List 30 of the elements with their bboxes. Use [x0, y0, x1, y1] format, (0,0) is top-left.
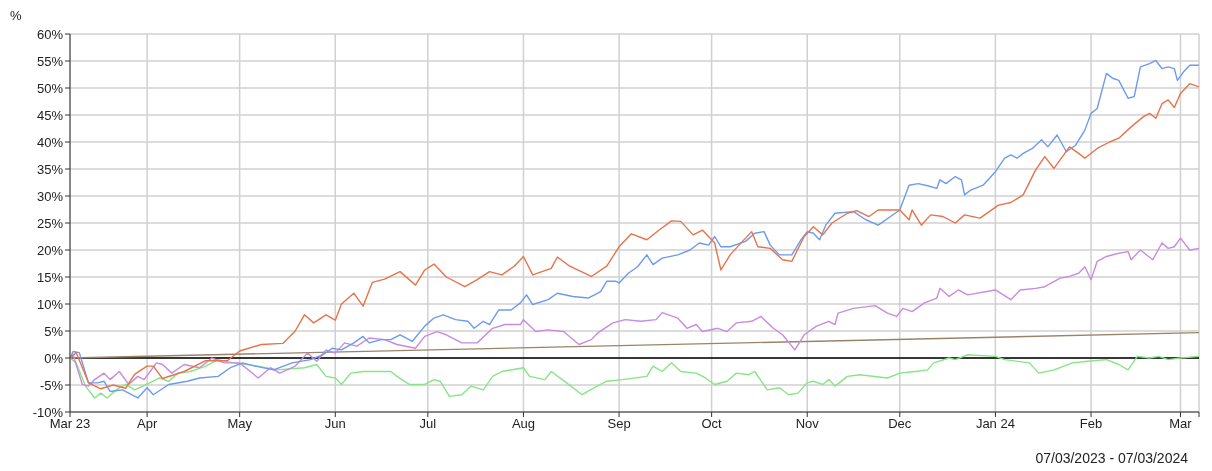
y-tick-label: 10% [36, 296, 64, 312]
y-tick-label: -5% [39, 377, 64, 393]
x-tick-label: Aug [511, 416, 536, 432]
x-tick-label: Apr [137, 416, 158, 432]
y-axis-title: % [10, 8, 22, 23]
x-tick-label: Mar [1169, 416, 1193, 432]
y-tick-label: 40% [36, 134, 64, 150]
line-series [70, 237, 1199, 387]
line-series [70, 354, 1199, 399]
y-tick-label: 30% [36, 188, 64, 204]
y-tick-label: 50% [36, 80, 64, 96]
y-tick-label: 15% [36, 269, 64, 285]
x-tick-label: Jun [324, 416, 346, 432]
y-tick-label: 45% [36, 107, 64, 123]
x-tick-label: Jul [419, 416, 437, 432]
y-tick-label: 0% [44, 350, 64, 366]
y-tick-label: 25% [36, 215, 64, 231]
x-tick-label: Oct [701, 416, 723, 432]
y-tick-label: 20% [36, 242, 64, 258]
x-tick-label: May [227, 416, 253, 432]
text: 07/03/2023 - 07/03/2024 [1035, 450, 1188, 466]
x-tick-label: Dec [888, 416, 912, 432]
x-tick-label: Nov [795, 416, 820, 432]
x-tick-label: Jan 24 [975, 416, 1015, 432]
x-tick-label: Sep [607, 416, 631, 432]
y-tick-label: 35% [36, 161, 64, 177]
y-tick-label: 55% [36, 53, 64, 69]
y-tick-label: 5% [44, 323, 64, 339]
y-tick-label: 60% [36, 26, 64, 42]
x-tick-label: Feb [1079, 416, 1103, 432]
